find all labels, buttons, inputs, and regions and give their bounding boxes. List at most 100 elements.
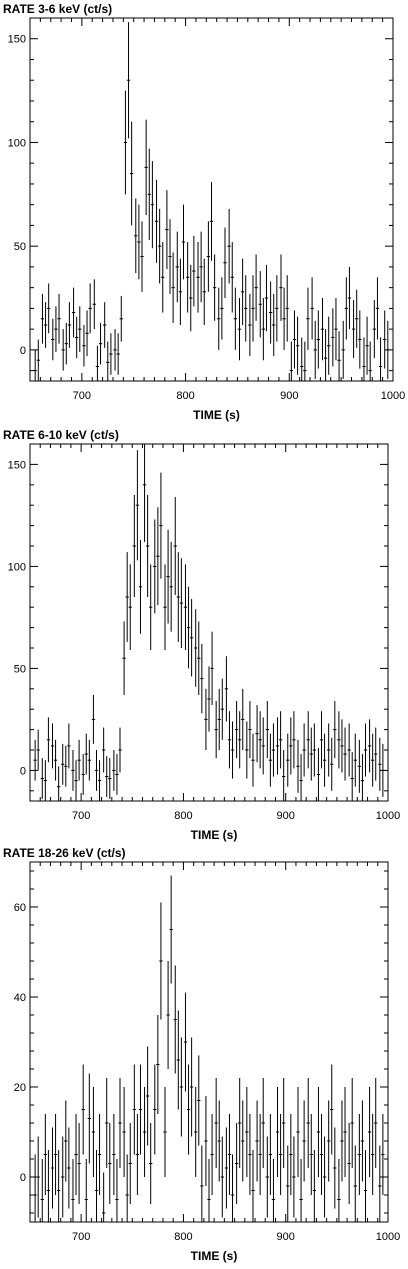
data-point — [245, 1087, 249, 1177]
data-point — [50, 723, 55, 769]
data-point — [109, 333, 113, 375]
data-point — [77, 739, 81, 781]
data-point — [265, 1136, 269, 1218]
x-tick-label: 800 — [174, 810, 192, 822]
data-point — [197, 1055, 201, 1146]
data-point — [241, 688, 245, 750]
data-point — [375, 277, 380, 340]
data-point — [61, 1136, 65, 1218]
data-point — [118, 727, 122, 773]
data-point — [67, 1127, 71, 1209]
data-point — [251, 275, 255, 342]
data-point — [316, 1087, 321, 1177]
plot-frame — [29, 443, 389, 802]
data-point — [40, 758, 44, 799]
data-point — [268, 1114, 273, 1195]
data-point — [217, 1100, 221, 1182]
data-point — [183, 564, 188, 651]
x-tick-label: 800 — [176, 390, 194, 402]
data-point — [309, 727, 313, 781]
data-point — [268, 281, 273, 344]
data-point — [36, 339, 40, 381]
y-tick-label: 20 — [14, 1082, 26, 1094]
data-point — [368, 341, 372, 381]
data-point — [220, 678, 224, 740]
data-point — [295, 316, 300, 375]
data-point — [261, 298, 266, 361]
data-point — [255, 705, 259, 763]
data-point — [296, 1087, 300, 1177]
data-point — [275, 1087, 280, 1177]
data-point — [371, 733, 375, 787]
data-point — [386, 320, 390, 379]
data-point — [289, 341, 294, 381]
data-point — [128, 1123, 132, 1204]
data-point — [94, 750, 99, 791]
data-point — [347, 266, 352, 330]
data-point — [207, 1159, 211, 1222]
data-point — [71, 750, 75, 791]
data-point — [265, 701, 269, 759]
data-point — [279, 254, 283, 321]
data-point — [240, 258, 245, 325]
data-point — [176, 1010, 180, 1110]
data-point — [272, 293, 276, 357]
data-point — [334, 298, 338, 361]
panel-title: RATE 3-6 keV (ct/s) — [3, 2, 112, 16]
data-point — [175, 231, 179, 303]
data-point — [142, 1087, 147, 1177]
y-tick-label: 60 — [14, 902, 26, 914]
y-tick-label: 0 — [20, 345, 26, 357]
data-point — [316, 310, 320, 369]
data-point — [134, 198, 138, 274]
data-point — [115, 754, 119, 795]
data-point — [302, 1100, 306, 1182]
data-point — [108, 1123, 112, 1204]
panel-3: RATE 18-26 keV (ct/s) 700 800 900 1000 0 20 40 6… — [3, 846, 400, 1263]
data-point — [125, 1154, 129, 1222]
data-point — [81, 1064, 85, 1155]
data-point — [189, 264, 193, 332]
data-point — [123, 90, 128, 195]
data-point — [67, 302, 72, 348]
data-point — [125, 552, 129, 642]
data-point — [138, 539, 143, 634]
data-point — [84, 733, 88, 775]
data-point — [363, 1150, 368, 1222]
data-point — [53, 739, 58, 781]
data-point — [261, 717, 265, 775]
data-point — [192, 235, 196, 307]
data-point — [244, 275, 248, 342]
data-point — [224, 656, 229, 722]
data-point — [165, 190, 169, 269]
y-tick-label: 50 — [14, 663, 26, 675]
data-point — [194, 609, 198, 687]
data-point — [33, 1154, 37, 1222]
data-point — [94, 1150, 99, 1222]
data-point — [286, 733, 290, 787]
data-point — [214, 701, 218, 759]
y-tick-label: 40 — [14, 992, 26, 1004]
data-point — [282, 750, 286, 801]
data-point — [67, 723, 71, 769]
data-point — [303, 341, 307, 381]
data-point — [254, 254, 258, 321]
data-point — [74, 760, 78, 801]
data-point — [54, 306, 58, 352]
data-point — [157, 208, 162, 284]
data-point — [179, 1037, 184, 1137]
data-point — [347, 723, 351, 777]
data-point — [374, 1078, 378, 1168]
data-series — [33, 875, 385, 1222]
data-point — [135, 1114, 140, 1195]
data-point — [234, 701, 239, 759]
x-tick-label: 900 — [280, 390, 298, 402]
data-point — [238, 1078, 242, 1168]
data-point — [350, 1078, 354, 1168]
data-point — [91, 694, 96, 744]
data-point — [132, 1064, 136, 1155]
data-point — [299, 1159, 303, 1222]
data-point — [181, 204, 186, 280]
data-point — [105, 756, 109, 797]
